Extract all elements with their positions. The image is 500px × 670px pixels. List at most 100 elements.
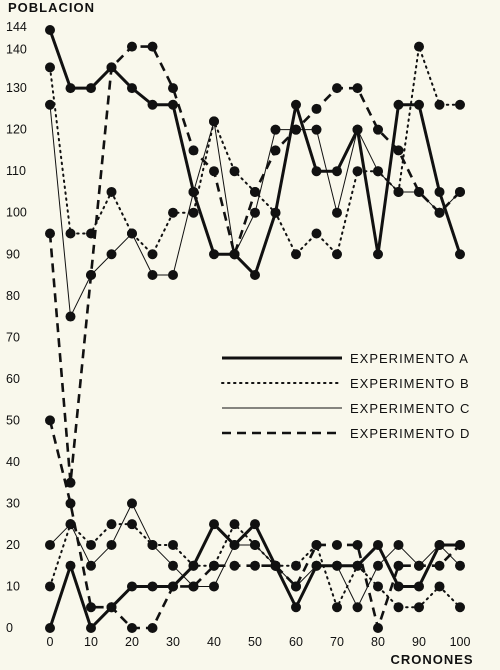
y-tick-label: 140 bbox=[6, 43, 27, 57]
data-point bbox=[311, 103, 322, 114]
data-point bbox=[455, 186, 465, 197]
x-tick-label: 20 bbox=[125, 635, 139, 649]
x-tick-label: 0 bbox=[47, 635, 54, 649]
data-point bbox=[291, 602, 301, 613]
data-point bbox=[393, 186, 404, 197]
data-point bbox=[188, 145, 199, 156]
data-point bbox=[455, 560, 465, 571]
data-point bbox=[311, 539, 322, 550]
legend-label: EXPERIMENTO A bbox=[350, 351, 469, 366]
x-tick-label: 100 bbox=[450, 635, 471, 649]
y-tick-label: 120 bbox=[6, 123, 27, 137]
data-point bbox=[455, 99, 465, 110]
y-tick-label: 40 bbox=[6, 455, 20, 469]
data-point bbox=[209, 581, 219, 592]
data-point bbox=[86, 83, 96, 94]
y-tick-label: 100 bbox=[6, 206, 27, 220]
data-point bbox=[65, 498, 76, 509]
data-point bbox=[209, 560, 219, 571]
data-point bbox=[45, 539, 55, 550]
data-point bbox=[373, 560, 383, 571]
data-point bbox=[168, 207, 178, 218]
data-point bbox=[229, 249, 240, 260]
y-tick-label: 70 bbox=[6, 330, 20, 344]
data-point bbox=[65, 83, 76, 94]
data-point bbox=[311, 560, 322, 571]
data-point bbox=[352, 539, 363, 550]
data-point bbox=[229, 519, 240, 530]
data-point bbox=[229, 560, 240, 571]
data-point bbox=[45, 62, 55, 73]
data-point bbox=[434, 539, 445, 550]
data-point bbox=[106, 62, 117, 73]
data-point bbox=[168, 581, 178, 592]
data-point bbox=[332, 166, 342, 177]
data-point bbox=[147, 99, 158, 110]
data-point bbox=[311, 124, 322, 135]
data-point bbox=[352, 124, 363, 135]
data-point bbox=[147, 581, 158, 592]
y-axis-title: POBLACION bbox=[8, 0, 95, 15]
data-point bbox=[147, 623, 158, 633]
y-tick-label: 60 bbox=[6, 372, 20, 386]
data-point bbox=[311, 166, 322, 177]
x-tick-label: 60 bbox=[289, 635, 303, 649]
data-point bbox=[291, 124, 301, 135]
data-point bbox=[332, 602, 342, 613]
data-point bbox=[250, 519, 260, 530]
y-tick-label: 50 bbox=[6, 413, 20, 427]
data-point bbox=[373, 581, 383, 592]
y-tick-label: 90 bbox=[6, 247, 20, 261]
series-layer bbox=[45, 25, 465, 633]
data-point bbox=[127, 581, 137, 592]
x-axis-title: CRONONES bbox=[390, 652, 473, 667]
x-axis-tick-labels: 0 10 20 30 40 50 60 70 80 90 100 bbox=[47, 635, 471, 649]
data-point bbox=[352, 560, 363, 571]
data-point bbox=[106, 186, 117, 197]
data-point bbox=[373, 166, 383, 177]
y-tick-label: 110 bbox=[6, 164, 26, 178]
data-point bbox=[45, 25, 55, 35]
legend: EXPERIMENTO A EXPERIMENTO B EXPERIMENTO C E… bbox=[221, 351, 470, 441]
data-point bbox=[291, 249, 301, 260]
data-point bbox=[393, 560, 404, 571]
y-tick-label: 10 bbox=[6, 579, 20, 593]
data-point bbox=[393, 602, 404, 613]
y-tick-label: 0 bbox=[6, 621, 13, 635]
y-tick-label: 144 bbox=[6, 20, 27, 34]
data-point bbox=[209, 166, 219, 177]
data-point bbox=[147, 249, 158, 260]
data-point bbox=[168, 539, 178, 550]
data-point bbox=[414, 581, 424, 592]
data-point bbox=[188, 207, 199, 218]
data-point bbox=[414, 99, 424, 110]
data-point bbox=[209, 249, 219, 260]
x-tick-label: 80 bbox=[371, 635, 385, 649]
data-point bbox=[86, 539, 96, 550]
data-point bbox=[147, 539, 158, 550]
data-point bbox=[106, 602, 117, 613]
data-point bbox=[65, 311, 76, 322]
data-point bbox=[45, 581, 55, 592]
data-point bbox=[86, 228, 96, 239]
x-tick-label: 90 bbox=[412, 635, 426, 649]
data-point bbox=[270, 207, 281, 218]
data-point bbox=[414, 41, 424, 52]
data-point bbox=[414, 602, 424, 613]
data-point bbox=[270, 145, 281, 156]
data-point bbox=[127, 623, 137, 633]
x-tick-label: 70 bbox=[330, 635, 344, 649]
data-point bbox=[332, 539, 342, 550]
y-tick-label: 80 bbox=[6, 289, 20, 303]
legend-label: EXPERIMENTO B bbox=[350, 376, 470, 391]
data-point bbox=[127, 41, 137, 52]
data-point bbox=[393, 539, 404, 550]
data-point bbox=[229, 539, 240, 550]
data-point bbox=[65, 519, 76, 530]
data-point bbox=[373, 539, 383, 550]
data-point bbox=[373, 124, 383, 135]
data-point bbox=[45, 99, 55, 110]
data-point bbox=[455, 249, 465, 260]
data-point bbox=[332, 249, 342, 260]
